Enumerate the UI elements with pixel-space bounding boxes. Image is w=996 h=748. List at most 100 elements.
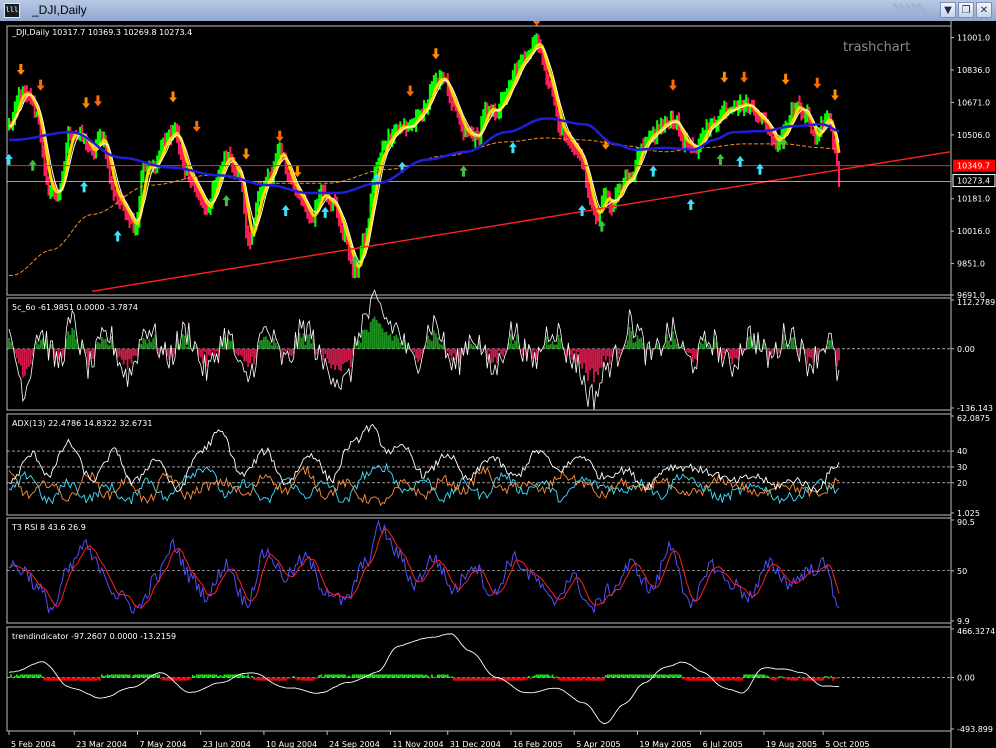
sell-arrow-icon [601,138,610,150]
panel-5c6o[interactable]: 5c_6o -61.9851 0.0000 -3.7874 112.2789 0.0… [7,289,995,413]
window-titlebar: lll _DJI,Daily ▼ ❐ ✕ [0,0,996,22]
sell-arrow-icon [275,130,284,142]
sell-arrow-icon [740,71,749,83]
sell-arrow-icon [36,79,45,91]
buy-arrow-icon [649,165,658,177]
x-axis: 5 Feb 2004 23 Mar 2004 7 May 2004 23 Jun 20… [8,731,870,748]
x-tick-label: 19 May 2005 [639,740,691,748]
y-tick-label: 20 [957,479,967,488]
panel-header-trendindicator: trendindicator -97.2607 0.0000 -13.2159 [12,632,176,641]
y-tick-label: 40 [957,447,967,456]
price-label-text: 10273.4 [957,177,990,186]
buy-arrow-icon [321,206,330,218]
buy-arrow-icon [113,230,122,242]
buy-arrow-icon [222,195,231,207]
trend-line [91,151,951,292]
sell-arrow-icon [813,77,822,89]
panel-header-5c6o: 5c_6o -61.9851 0.0000 -3.7874 [12,303,138,312]
restore-icon[interactable]: ❐ [958,2,974,18]
y-tick-label: 0.00 [957,345,975,354]
buy-arrow-icon [459,165,468,177]
x-tick-label: 24 Sep 2004 [329,740,380,748]
dropdown-icon[interactable]: ▼ [940,2,956,18]
price-label-bg [953,159,995,172]
y-tick-label: 10671.0 [957,98,990,107]
ma-blue-line [9,117,840,195]
sell-arrow-icon [532,21,541,26]
sell-arrow-icon [720,71,729,83]
main-price-panel[interactable]: trashchart _DJI,Daily 10317.7 10369.3 102… [5,21,996,300]
panel-frame-2 [6,413,952,516]
y-tick-label: 90.5 [957,518,975,527]
y-tick-label: 11001.0 [957,34,990,43]
y-tick-label: 30 [957,463,967,472]
y-tick-label: 466.3274 [957,627,995,636]
y-tick-label: 10506.0 [957,131,990,140]
buy-arrow-icon [578,204,587,216]
x-tick-label: 5 Feb 2004 [11,740,56,748]
sell-arrow-icon [16,63,25,75]
buy-arrow-icon [372,173,381,185]
buy-arrow-icon [755,163,764,175]
x-tick-label: 5 Oct 2005 [825,740,869,748]
chart-window-icon[interactable]: lll [4,3,20,18]
oscillator-line [8,289,840,410]
adx-line [8,423,840,494]
y-tick-label: 10181.0 [957,195,990,204]
sell-arrow-icon [669,79,677,91]
panel-t3rsi[interactable]: T3 RSI 8 43.6 26.9 90.5 50 9.9 [7,518,975,626]
sell-arrow-icon [781,73,790,85]
buy-arrow-icon [281,204,290,216]
price-label-red: 10349.7 [953,159,995,172]
ma-fast-line [8,43,841,269]
trend-line-white [8,633,839,725]
y-tick-label: 62.0875 [957,414,990,423]
buy-arrow-icon [350,256,359,268]
y-tick-label: 10836.0 [957,66,990,75]
buy-arrow-icon [80,181,89,193]
buy-arrow-icon [779,138,788,150]
buy-arrow-icon [5,153,13,165]
buy-arrow-icon [597,220,606,232]
x-tick-label: 19 Aug 2005 [766,740,817,748]
titlebar-decoration [892,2,932,19]
y-tick-label: 1.025 [957,509,980,518]
y-tick-label: -493.899 [957,725,993,734]
sell-arrow-icon [406,85,415,97]
sell-arrow-icon [169,91,178,103]
x-tick-label: 7 May 2004 [139,740,186,748]
main-panel-header: _DJI,Daily 10317.7 10369.3 10269.8 10273… [11,28,192,37]
sell-arrow-icon [293,166,302,178]
x-tick-label: 16 Feb 2005 [513,740,563,748]
buy-arrow-icon [28,159,37,171]
y-tick-label: 112.2789 [957,298,995,307]
chart-area[interactable]: trashchart _DJI,Daily 10317.7 10369.3 102… [0,21,996,748]
x-tick-label: 23 Mar 2004 [76,740,127,748]
rsi-line [8,519,840,614]
price-label-bg [952,174,996,188]
plus-di-line [8,462,840,505]
close-icon[interactable]: ✕ [976,2,992,18]
x-tick-label: 6 Jul 2005 [703,740,743,748]
y-tick-label: 9.9 [957,617,970,626]
panel-trendindicator[interactable]: trendindicator -97.2607 0.0000 -13.2159 4… [7,627,995,734]
y-tick-label: 9851.0 [957,260,985,269]
buy-arrow-icon [716,153,725,165]
y-tick-label: 50 [957,567,967,576]
y-tick-label: -136.143 [957,404,993,413]
panel-frame-0 [6,25,952,296]
sell-arrow-icon [82,97,91,109]
panel-header-t3rsi: T3 RSI 8 43.6 26.9 [11,523,86,532]
x-tick-label: 31 Dec 2004 [450,740,501,748]
panel-adx[interactable]: ADX(13) 22.4786 14.8322 32.6731 62.0875 40… [7,414,990,518]
x-tick-label: 23 Jun 2004 [203,740,251,748]
minus-di-line [8,465,840,507]
y-tick-label: 10016.0 [957,227,990,236]
watermark-label: trashchart [843,40,910,55]
sell-arrow-icon [431,48,440,60]
price-label-text: 10349.7 [957,162,990,171]
y-tick-label: 9691.0 [957,291,985,300]
sell-arrow-icon [242,148,251,160]
buy-arrow-icon [508,142,517,154]
t3-line [8,528,840,609]
